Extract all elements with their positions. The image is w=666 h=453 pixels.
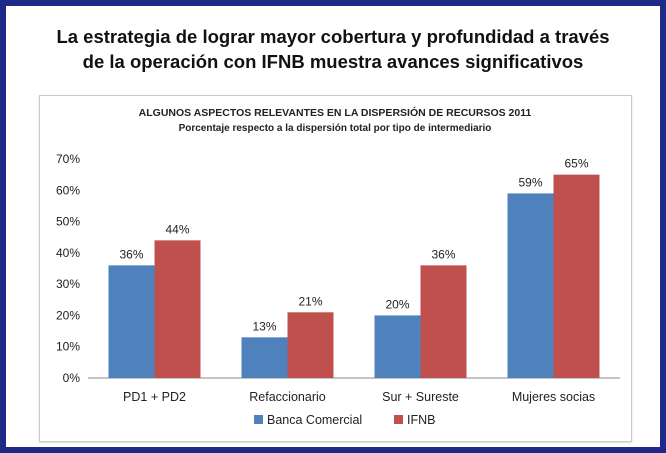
headline-line-1: La estrategia de lograr mayor cobertura … bbox=[56, 26, 610, 47]
legend-label: IFNB bbox=[407, 413, 435, 427]
legend-swatch bbox=[254, 415, 263, 424]
bar bbox=[241, 337, 288, 378]
bar bbox=[108, 265, 155, 378]
chart-x-labels: PD1 + PD2 Refaccionario Sur + Sureste Mujer… bbox=[123, 390, 595, 404]
x-tick-label: Refaccionario bbox=[249, 390, 325, 404]
y-tick-label: 30% bbox=[56, 277, 80, 291]
headline: La estrategia de lograr mayor cobertura … bbox=[6, 24, 660, 74]
x-tick-label: PD1 + PD2 bbox=[123, 390, 186, 404]
legend-label: Banca Comercial bbox=[267, 413, 362, 427]
y-tick-label: 60% bbox=[56, 183, 80, 197]
chart-legend: Banca Comercial IFNB bbox=[254, 413, 435, 427]
legend-swatch bbox=[394, 415, 403, 424]
y-tick-label: 70% bbox=[56, 152, 80, 166]
y-tick-label: 20% bbox=[56, 308, 80, 322]
y-tick-label: 50% bbox=[56, 215, 80, 229]
chart-title: ALGUNOS ASPECTOS RELEVANTES EN LA DISPER… bbox=[139, 106, 532, 119]
data-label: 36% bbox=[431, 247, 455, 261]
headline-line-2: de la operación con IFNB muestra avances… bbox=[82, 51, 584, 72]
slide: La estrategia de lograr mayor cobertura … bbox=[6, 6, 660, 447]
y-tick-label: 40% bbox=[56, 246, 80, 260]
data-label: 20% bbox=[385, 297, 409, 311]
bar bbox=[553, 174, 600, 378]
x-tick-label: Sur + Sureste bbox=[382, 390, 459, 404]
data-label: 13% bbox=[252, 319, 276, 333]
x-tick-label: Mujeres socias bbox=[512, 390, 595, 404]
bar-chart: ALGUNOS ASPECTOS RELEVANTES EN LA DISPER… bbox=[56, 106, 620, 427]
data-label: 65% bbox=[564, 157, 588, 171]
chart-subtitle: Porcentaje respecto a la dispersión tota… bbox=[179, 123, 492, 134]
y-tick-label: 0% bbox=[63, 371, 81, 385]
data-label: 36% bbox=[119, 247, 143, 261]
data-label: 59% bbox=[518, 175, 542, 189]
bar bbox=[287, 312, 334, 378]
chart-container: ALGUNOS ASPECTOS RELEVANTES EN LA DISPER… bbox=[39, 95, 632, 442]
y-tick-label: 10% bbox=[56, 340, 80, 354]
bar bbox=[374, 315, 421, 378]
bar bbox=[420, 265, 467, 378]
chart-bars: 36% 44% 13% 21% 20% 36% 59% 65% bbox=[108, 157, 600, 378]
bar bbox=[507, 193, 554, 378]
data-label: 21% bbox=[298, 294, 322, 308]
data-label: 44% bbox=[165, 222, 189, 236]
bar bbox=[154, 240, 201, 378]
